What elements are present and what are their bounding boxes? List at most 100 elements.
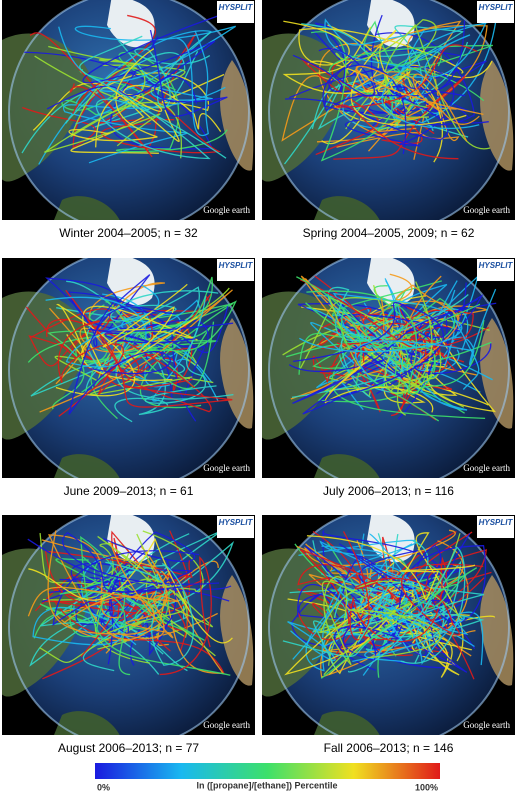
trajectory: [288, 65, 455, 147]
north-america: [2, 548, 92, 697]
trajectory: [312, 610, 485, 667]
trajectory: [55, 555, 205, 641]
logo-box: [477, 1, 514, 23]
panel: HYSPLIT Google earth June 2009–2013; n = 6…: [2, 258, 255, 498]
panel-image: HYSPLIT Google earth: [262, 515, 515, 735]
trajectory: [40, 567, 188, 672]
watermark: Google earth: [203, 463, 250, 473]
trajectory: [311, 25, 465, 130]
colorbar: [95, 763, 440, 779]
trajectory: [102, 283, 198, 364]
panel: HYSPLIT Google earth Fall 2006–2013; n = 1…: [262, 515, 515, 755]
trajectory: [335, 19, 437, 118]
trajectory: [57, 320, 124, 417]
trajectory: [39, 289, 233, 413]
trajectory: [355, 69, 480, 125]
trajectory: [353, 318, 433, 373]
trajectory: [348, 546, 466, 673]
logo-box: [477, 259, 514, 281]
watermark: Google earth: [203, 720, 250, 730]
north-america: [262, 291, 352, 440]
trajectory: [299, 318, 480, 390]
trajectory: [321, 575, 435, 666]
panel-image: HYSPLIT Google earth: [2, 258, 255, 478]
panel-image: HYSPLIT Google earth: [2, 515, 255, 735]
trajectory: [327, 286, 469, 342]
caption: Fall 2006–2013; n = 146: [324, 741, 454, 755]
logo-box: [477, 516, 514, 538]
caption: Spring 2004–2005, 2009; n = 62: [303, 226, 475, 240]
north-america: [2, 33, 92, 182]
trajectory: [121, 299, 201, 402]
trajectory: [66, 280, 169, 423]
trajectory: [29, 32, 153, 158]
trajectory: [89, 287, 230, 396]
trajectories: [25, 274, 237, 423]
trajectory: [283, 77, 427, 165]
trajectory: [59, 564, 131, 676]
colorbar-label: ln ([propane]/[ethane]) Percentile: [196, 780, 337, 790]
watermark: Google earth: [463, 463, 510, 473]
trajectory: [282, 582, 485, 658]
caption: August 2006–2013; n = 77: [58, 741, 199, 755]
panel: HYSPLIT Google earth July 2006–2013; n = 1…: [262, 258, 515, 498]
logo: HYSPLIT: [479, 261, 514, 270]
trajectory: [61, 69, 145, 116]
trajectory: [381, 20, 488, 130]
trajectory: [69, 535, 231, 676]
panel-image: HYSPLIT Google earth: [262, 258, 515, 478]
panel-image: HYSPLIT Google earth: [2, 0, 255, 220]
trajectory: [99, 33, 197, 153]
globe-rim: [268, 515, 510, 735]
logo-box: [217, 1, 254, 23]
north-america: [262, 548, 352, 697]
trajectory: [87, 319, 233, 408]
logo: HYSPLIT: [479, 3, 514, 12]
greenland: [107, 0, 155, 48]
trajectory: [284, 588, 415, 676]
trajectory: [334, 44, 478, 160]
trajectory: [342, 531, 443, 643]
trajectory: [176, 30, 209, 137]
trajectory: [354, 288, 497, 376]
logo: HYSPLIT: [219, 518, 254, 527]
globe-rim: [268, 0, 510, 220]
trajectory: [68, 306, 177, 415]
south-america: [314, 454, 380, 478]
trajectory: [282, 26, 411, 102]
caption: Winter 2004–2005; n = 32: [59, 226, 198, 240]
trajectory: [320, 563, 478, 679]
globe-rim: [8, 0, 250, 220]
trajectory: [105, 561, 194, 666]
caption: June 2009–2013; n = 61: [64, 484, 194, 498]
trajectory: [415, 560, 462, 649]
trajectories: [21, 14, 237, 165]
panel-image: HYSPLIT Google earth: [262, 0, 515, 220]
trajectories: [282, 529, 496, 680]
trajectory: [288, 302, 497, 404]
colorbar-min: 0%: [97, 782, 110, 792]
trajectory: [44, 550, 193, 658]
logo: HYSPLIT: [479, 518, 514, 527]
watermark: Google earth: [463, 205, 510, 215]
trajectory: [312, 326, 490, 384]
trajectory: [282, 310, 437, 397]
watermark: Google earth: [463, 720, 510, 730]
trajectory: [312, 337, 440, 422]
trajectory: [319, 540, 426, 589]
logo-box: [217, 259, 254, 281]
trajectory: [122, 84, 222, 132]
trajectory: [316, 308, 469, 411]
trajectory: [95, 87, 180, 148]
trajectory: [390, 532, 472, 662]
trajectory: [144, 296, 217, 404]
panel: HYSPLIT Google earth August 2006–2013; n =…: [2, 515, 255, 755]
globe-rim: [268, 258, 510, 478]
north-america: [2, 291, 92, 440]
trajectory: [58, 576, 170, 666]
trajectories: [282, 273, 497, 422]
trajectory: [55, 303, 136, 397]
south-america: [54, 711, 120, 735]
trajectory: [68, 291, 229, 354]
